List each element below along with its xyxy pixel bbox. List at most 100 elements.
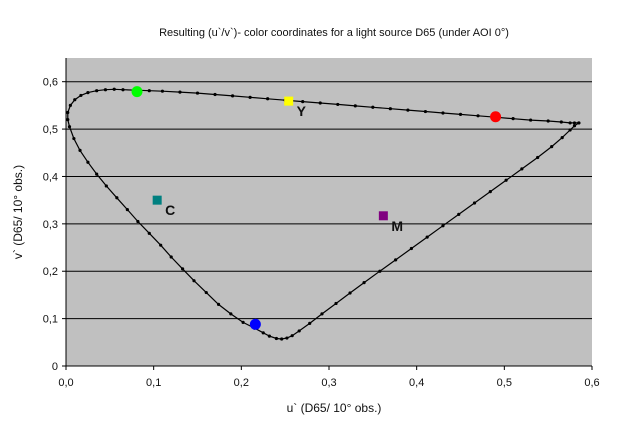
locus-point [68,103,72,107]
locus-point [458,112,463,116]
locus-point [572,121,577,125]
locus-point [290,334,294,338]
locus-point [577,121,581,125]
locus-point [280,337,284,341]
locus-point [546,119,550,123]
chart-title: Resulting (u`/v`)- color coordinates for… [159,27,509,39]
locus-point [441,111,445,115]
locus-point [353,104,357,108]
locus-point [334,301,338,306]
locus-point [136,219,140,224]
locus-point [394,258,398,262]
locus-point [378,269,382,273]
plot-area [66,58,592,366]
locus-point [147,231,151,235]
marker-point [490,111,502,123]
locus-point [409,246,414,251]
locus-point [511,117,515,121]
locus-point [204,290,208,295]
locus-point [180,267,185,271]
locus-point [66,110,70,115]
y-tick-label: 0 [52,361,58,373]
y-tick-label: 0,4 [43,171,58,183]
x-tick-label: 0,2 [234,377,249,389]
marker-point [249,318,261,330]
locus-point [362,281,366,285]
locus-point [230,94,235,98]
locus-point [79,93,83,98]
marker-point [152,195,162,205]
locus-point [266,97,270,101]
locus-line [67,88,580,340]
locus-point [348,291,352,295]
locus-point [406,108,410,112]
locus-point [457,212,461,216]
x-tick-label: 0,5 [497,377,512,389]
locus-point [72,136,76,141]
locus-point [572,124,577,128]
locus-point [423,109,428,114]
locus-point [104,184,108,188]
locus-point [559,120,563,124]
locus-point [169,255,173,259]
y-tick-label: 0,2 [43,266,58,278]
locus-point [192,279,196,283]
locus-point [125,208,129,212]
locus-point [160,89,165,93]
locus-point [536,155,540,160]
spectral-locus [66,87,581,341]
locus-point [388,107,392,111]
locus-point [476,114,480,118]
x-tick-label: 0,3 [321,377,336,389]
locus-point [274,336,278,341]
axes [62,58,593,370]
locus-point [213,92,217,97]
locus-point [115,196,119,200]
locus-point [550,145,554,149]
locus-point [121,88,125,92]
tick-labels: 0,0 0,1 0,2 0,3 0,4 0,5 0,6 0 0,1 0,2 0,3 0,4 0,5 0,6 [43,77,600,389]
locus-point [568,121,572,125]
locus-point [241,320,245,325]
marker-label: Y [297,103,307,119]
y-tick-label: 0,6 [43,77,58,89]
locus-point [297,329,301,333]
locus-point [301,99,305,104]
color-markers: Y C M [131,86,502,330]
x-tick-label: 0,0 [58,377,73,389]
locus-point [112,87,116,91]
locus-point [488,190,492,194]
locus-point [95,89,99,93]
locus-point [66,118,70,122]
locus-point [248,95,252,99]
locus-point [425,235,429,239]
grid-lines [66,81,592,320]
locus-point [472,201,477,205]
locus-point [318,101,322,105]
marker-label: C [165,202,175,218]
marker-point [378,211,388,221]
locus-point [86,90,90,95]
marker-point [284,96,294,106]
y-tick-label: 0,3 [43,219,58,231]
locus-point [261,331,265,335]
locus-point [159,243,163,247]
locus-point [529,118,533,122]
locus-point [95,172,99,176]
locus-point [195,91,200,95]
x-tick-label: 0,6 [584,377,599,389]
locus-point [103,88,108,92]
x-tick-label: 0,1 [146,377,161,389]
locus-point [67,125,72,129]
locus-point [308,321,312,325]
locus-point [520,167,524,171]
y-tick-label: 0,5 [43,124,58,136]
y-axis-label: v` (D65/ 10° obs.) [11,165,25,259]
locus-point [229,312,233,316]
locus-point [371,105,375,109]
locus-point [560,136,564,140]
locus-point [320,312,324,316]
marker-label: M [391,218,403,234]
locus-point [73,98,77,102]
